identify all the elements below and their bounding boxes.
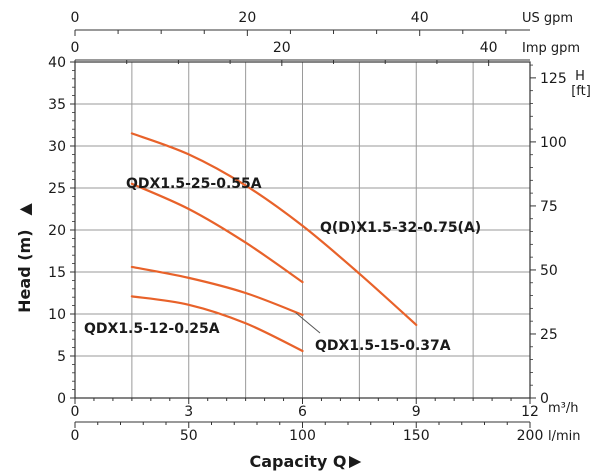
right-axis-tick-label: 75 <box>540 199 558 215</box>
left-axis-tick-label: 5 <box>57 349 66 365</box>
left-axis-tick-label: 15 <box>48 265 66 281</box>
left-axis-tick-label: 0 <box>57 391 66 407</box>
curve-qdx1-5-12-0-25a <box>130 295 304 353</box>
bottom-axes: 0 3 6 9 12 m³/h 0 50 100 150 200 l/min <box>71 398 581 444</box>
top-axis-tick-label: 0 <box>71 40 80 56</box>
lmin-axis-tick-label: 50 <box>180 428 198 444</box>
right-axis: 0 25 50 75 100 125 H[ft] <box>530 64 591 407</box>
y-axis-title: Head (m) ▲ <box>15 202 34 312</box>
left-axis-tick-label: 30 <box>48 139 66 155</box>
top-axis-unit: Imp gpm <box>522 41 580 56</box>
top-axes: 0 20 40 US gpm 0 20 40 Imp gpm <box>71 10 580 66</box>
curve-label-qdx1-5-12-0-25a: QDX1.5-12-0.25A <box>84 321 220 337</box>
bottom-axis-tick-label: 6 <box>298 404 307 420</box>
left-axis-tick-label: 40 <box>48 55 66 71</box>
lmin-axis-tick-label: 200 <box>517 428 544 444</box>
svg-text:Head (m)▲: Head (m) ▲ <box>15 202 34 312</box>
left-axis-tick-label: 25 <box>48 181 66 197</box>
lmin-axis-unit: l/min <box>548 429 581 444</box>
bottom-axis-tick-label: 0 <box>71 404 80 420</box>
curve-qdx1-5-15-0-37a <box>130 265 304 316</box>
top-axis-tick-label: 0 <box>71 10 80 26</box>
x-axis-arrow: ▲ <box>347 456 366 469</box>
x-axis-title: Capacity Q ▲ <box>249 452 366 471</box>
right-axis-tick-label: 0 <box>540 391 549 407</box>
top-axis-tick-label: 20 <box>238 10 256 26</box>
lmin-axis-tick-label: 150 <box>403 428 430 444</box>
lmin-axis-tick-label: 0 <box>71 428 80 444</box>
bottom-axis-tick-label: 12 <box>521 404 539 420</box>
curve-label-q-d-x1-5-32-0-75-a: Q(D)X1.5-32-0.75(A) <box>320 220 481 236</box>
right-axis-unit: [ft] <box>571 84 591 99</box>
right-axis-tick-label: 125 <box>540 71 567 87</box>
bottom-axis-tick-label: 9 <box>412 404 421 420</box>
curve-qdx1-5-25-0-55a <box>130 182 304 284</box>
left-axis-tick-label: 20 <box>48 223 66 239</box>
curve-label-qdx1-5-25-0-55a: QDX1.5-25-0.55A <box>126 176 262 192</box>
bottom-axis-unit: m³/h <box>548 401 579 416</box>
grid <box>75 62 530 398</box>
left-axis-tick-label: 35 <box>48 97 66 113</box>
x-axis-title-text: Capacity Q <box>249 452 346 471</box>
right-axis-tick-label: 50 <box>540 263 558 279</box>
y-axis-arrow: ▲ <box>15 202 34 215</box>
top-axis-tick-label: 40 <box>480 40 498 56</box>
right-axis-tick-label: 100 <box>540 135 567 151</box>
top-axis-unit: US gpm <box>522 11 573 26</box>
curve-q-d-x1-5-32-0-75-a <box>130 132 418 327</box>
top-axis-tick-label: 40 <box>411 10 429 26</box>
curve-label-qdx1-5-15-0-37a: QDX1.5-15-0.37A <box>315 338 451 354</box>
top-axis-tick-label: 20 <box>273 40 291 56</box>
right-axis-tick-label: 25 <box>540 327 558 343</box>
left-axis: 0 5 10 15 20 25 30 35 40 <box>48 55 75 407</box>
y-axis-title-text: Head (m) <box>15 229 34 312</box>
curve-labels: Q(D)X1.5-32-0.75(A) QDX1.5-25-0.55A QDX1.5… <box>84 176 481 354</box>
lmin-axis-tick-label: 100 <box>289 428 316 444</box>
curves <box>130 132 418 353</box>
left-axis-tick-label: 10 <box>48 307 66 323</box>
svg-text:Capacity Q: Capacity Q <box>249 452 346 471</box>
curve-label-leader <box>295 312 321 334</box>
bottom-axis-tick-label: 3 <box>184 404 193 420</box>
right-axis-label: H <box>575 69 585 84</box>
